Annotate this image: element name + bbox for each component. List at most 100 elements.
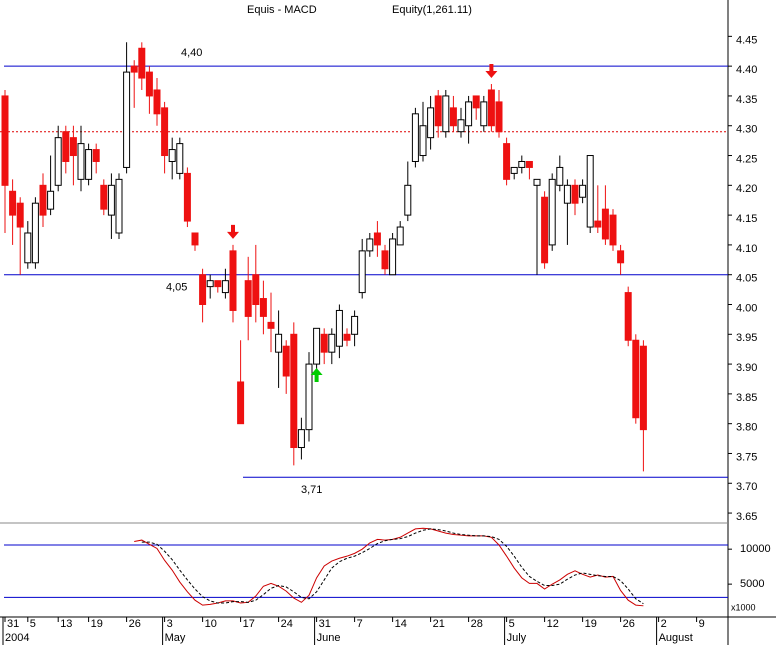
y-tick-label: 4.35: [736, 94, 757, 106]
candle-body: [77, 143, 85, 180]
sell-arrow: [227, 224, 239, 239]
month-label: June: [317, 632, 341, 644]
candle-body: [31, 202, 39, 264]
candle-body: [404, 184, 412, 216]
candle-body: [518, 160, 526, 168]
candle-body: [145, 71, 153, 97]
x-tick-label: 24: [281, 618, 293, 630]
candle-body: [541, 196, 549, 264]
y2-tick-label: 10000: [740, 543, 771, 555]
month-label: 2004: [5, 632, 29, 644]
x-tick-label: 7: [357, 618, 363, 630]
candle-body: [115, 178, 123, 234]
candle-body: [427, 107, 435, 139]
candle-body: [366, 238, 374, 252]
candle-body: [320, 333, 328, 353]
candle-body: [525, 160, 533, 168]
candle-body: [609, 214, 617, 246]
candle-body: [487, 89, 495, 127]
y-tick-label: 4.45: [736, 34, 757, 46]
candle-body: [168, 149, 176, 162]
candle-body: [237, 381, 245, 425]
candle-body: [267, 321, 275, 329]
x-tick-label: 14: [395, 618, 407, 630]
y-tick-label: 3.90: [736, 362, 757, 374]
x-tick-label: 31: [319, 618, 331, 630]
candle-body: [457, 119, 465, 133]
candle-body: [259, 298, 267, 317]
candle-body: [183, 172, 191, 222]
candle-body: [214, 280, 222, 288]
x-tick-label: 5: [509, 618, 515, 630]
y-tick-label: 4.15: [736, 213, 757, 225]
month-label: August: [659, 632, 693, 644]
candle-body: [275, 333, 283, 353]
candle-body: [313, 327, 321, 365]
candle-body: [449, 107, 457, 127]
candle-body: [563, 184, 571, 204]
candle-body: [39, 184, 47, 216]
candle-body: [533, 178, 541, 186]
candle-body: [358, 250, 366, 294]
candle-body: [465, 101, 473, 127]
x-tick-label: 17: [243, 618, 255, 630]
candle-body: [389, 238, 397, 276]
x-tick-label: 13: [60, 618, 72, 630]
candle-body: [16, 202, 24, 228]
candle-body: [571, 184, 579, 204]
x-tick-label: 9: [699, 618, 705, 630]
candle-body: [244, 280, 252, 317]
candle-body: [252, 274, 260, 305]
candle-body: [373, 232, 381, 246]
candle-body: [290, 333, 298, 449]
x-tick-label: 19: [91, 618, 103, 630]
candle-body: [480, 101, 488, 127]
x-tick-label: 28: [471, 618, 483, 630]
candle-body: [639, 345, 647, 431]
x-tick-label: 19: [585, 618, 597, 630]
candle-body: [556, 166, 564, 186]
candle-body: [221, 280, 229, 294]
reference-label: 4,40: [181, 47, 202, 59]
y-tick-label: 4.30: [736, 124, 757, 136]
x-tick-label: 26: [129, 618, 141, 630]
sell-arrow: [485, 64, 498, 79]
candle-body: [328, 333, 336, 353]
candle-body: [503, 143, 511, 180]
x-tick-label: 2: [661, 618, 667, 630]
candle-body: [442, 95, 450, 133]
y-tick-label: 4.00: [736, 302, 757, 314]
candle-body: [69, 137, 77, 157]
candle-body: [472, 95, 480, 109]
candle-body: [130, 65, 138, 73]
candle-body: [411, 113, 419, 162]
y-tick-label: 4.05: [736, 273, 757, 285]
buy-arrow: [310, 368, 323, 383]
x-tick-label: 10: [205, 618, 217, 630]
x-tick-label: 12: [547, 618, 559, 630]
candle-body: [601, 208, 609, 240]
candle-body: [191, 232, 199, 246]
candle-body: [62, 131, 70, 162]
y2-tick-label: 5000: [740, 578, 764, 590]
candle-body: [161, 107, 169, 157]
candle-body: [434, 95, 442, 127]
candle-body: [586, 155, 594, 228]
x-tick-label: 5: [30, 618, 36, 630]
candle-body: [624, 292, 632, 341]
candle-body: [579, 184, 587, 198]
candle-body: [396, 226, 404, 246]
candle-body: [54, 137, 62, 186]
candle-body: [495, 101, 503, 133]
x-tick-label: 31: [7, 618, 19, 630]
y-tick-label: 3.85: [736, 392, 757, 404]
month-label: July: [507, 632, 527, 644]
candle-body: [594, 220, 602, 228]
y-tick-label: 4.40: [736, 64, 757, 76]
candle-body: [351, 315, 359, 335]
candle-body: [297, 429, 305, 449]
candle-body: [229, 250, 237, 311]
reference-label: 3,71: [301, 484, 322, 496]
